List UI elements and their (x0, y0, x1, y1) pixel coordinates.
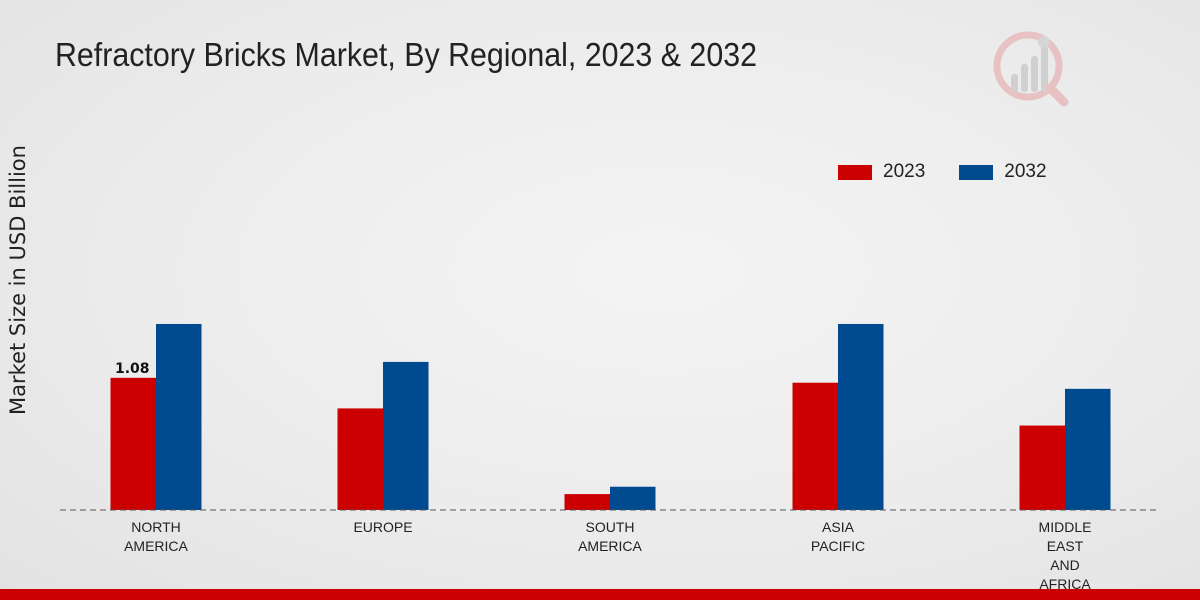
legend-item-2023: 2023 (838, 161, 925, 183)
x-tick-label-middle-east-and-africa-line-0: MIDDLE (1039, 519, 1092, 535)
bar-2032-south-america (610, 486, 656, 510)
x-tick-label-asia-pacific-line-1: PACIFIC (811, 538, 865, 554)
bar-2023-north-america (110, 377, 156, 510)
x-tick-label-north-america-line-0: NORTH (131, 519, 181, 535)
bar-2032-north-america (156, 323, 202, 510)
x-tick-label-middle-east-and-africa-line-1: EAST (1047, 538, 1084, 554)
bar-2032-middle-east-and-africa (1065, 388, 1111, 510)
legend-label-2032: 2032 (1004, 161, 1047, 182)
x-tick-label-middle-east-and-africa-line-3: AFRICA (1039, 576, 1091, 592)
bar-2023-asia-pacific (792, 382, 838, 510)
x-tick-label-south-america-line-0: SOUTH (586, 519, 635, 535)
x-tick-label-asia-pacific-line-0: ASIA (822, 519, 855, 535)
bar-2023-south-america (564, 494, 610, 510)
legend-swatch-2032 (959, 164, 994, 180)
bar-2023-europe (337, 408, 383, 510)
data-label-2023-0: 1.08 (115, 361, 150, 377)
magnifier-chart-icon (993, 31, 1069, 107)
watermark-logo (992, 30, 1072, 110)
legend-item-2032: 2032 (959, 161, 1047, 183)
x-tick-label-middle-east-and-africa-line-2: AND (1050, 557, 1080, 573)
footer-bar (0, 589, 1200, 600)
chart-title: Refractory Bricks Market, By Regional, 2… (55, 36, 757, 73)
chart-legend: 2023 2032 (838, 161, 1081, 183)
bar-2032-asia-pacific (838, 323, 884, 510)
x-tick-label-europe-line-0: EUROPE (353, 519, 412, 535)
legend-swatch-2023 (838, 164, 872, 180)
x-tick-label-south-america-line-1: AMERICA (578, 538, 642, 554)
bar-2032-europe (383, 361, 429, 510)
bar-2023-middle-east-and-africa (1019, 425, 1065, 510)
legend-label-2023: 2023 (883, 161, 926, 182)
x-tick-label-north-america-line-1: AMERICA (124, 538, 188, 554)
